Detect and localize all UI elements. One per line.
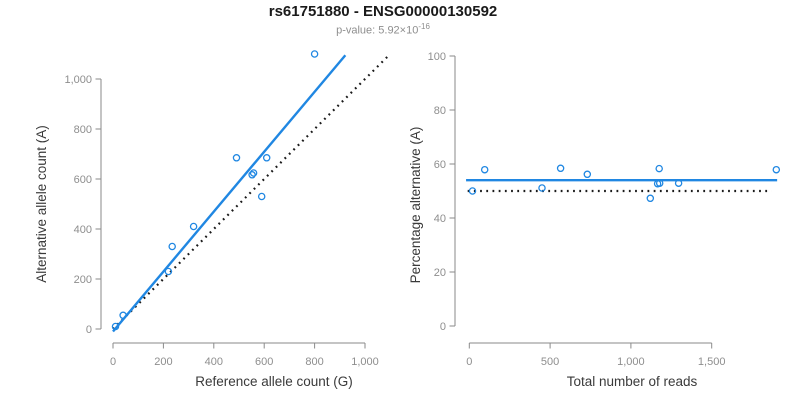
data-point [164,267,173,276]
x-tick-label: 600 [255,356,273,368]
x-tick-label: 200 [154,356,172,368]
chart-title: rs61751880 - ENSG00000130592 [268,3,498,20]
data-point [772,165,781,174]
data-point [556,164,565,173]
panel-right: 0 500 1,000 1,500 0 20 40 60 80 100 Total number o… [408,51,781,389]
y-tick-label: 20 [434,267,446,279]
data-point [468,187,477,195]
pvalue-subtitle: p-value: 5.92×10-16 [0,22,766,37]
data-point [119,311,127,320]
y-tick-label: 1,000 [64,74,92,86]
pvalue-exponent: -16 [418,22,430,31]
data-point [189,222,198,231]
data-point [262,154,271,162]
pvalue-text: p-value: 5.92×10 [336,24,419,37]
data-point [310,50,319,58]
data-point [538,184,546,192]
x-tick-label: 500 [541,356,559,368]
y-tick-label: 600 [74,174,92,186]
y-tick-label: 400 [74,224,92,236]
y-tick-label: 0 [440,321,446,333]
data-point [655,179,664,187]
x-axis-label: Reference allele count (G) [195,374,353,389]
x-tick-label: 800 [305,356,323,368]
y-tick-label: 80 [434,105,446,117]
y-tick-label: 800 [74,124,92,136]
x-tick-label: 400 [205,356,223,368]
x-tick-label: 0 [466,356,472,368]
data-point [248,171,256,179]
y-axis-label: Alternative allele count (A) [34,125,49,283]
data-point [480,165,489,174]
y-tick-label: 200 [74,274,92,286]
y-tick-label: 40 [434,213,446,225]
x-axis-label: Total number of reads [567,374,698,389]
data-point [232,154,241,162]
y-axis-label: Percentage alternative (A) [408,127,423,284]
data-point [249,169,258,177]
data-point [646,194,655,203]
data-point [655,164,663,173]
y-tick-label: 0 [86,324,92,336]
y-tick-label: 60 [434,159,446,171]
x-tick-label: 1,000 [351,356,379,368]
fit-line [112,54,347,333]
x-tick-label: 1,000 [617,356,645,368]
panel-left: 0 200 400 600 800 1,000 0 200 400 600 800 1,000 Refe… [34,50,389,389]
data-point [168,242,176,251]
identity-line [112,55,389,330]
data-point [674,179,683,187]
x-tick-label: 0 [110,356,116,368]
x-tick-label: 1,500 [698,356,726,368]
data-point [583,170,592,179]
data-point [111,322,120,331]
data-point [257,192,266,201]
y-tick-label: 100 [428,51,446,63]
chart-header: rs61751880 - ENSG00000130592 p-value: 5.… [0,3,766,37]
